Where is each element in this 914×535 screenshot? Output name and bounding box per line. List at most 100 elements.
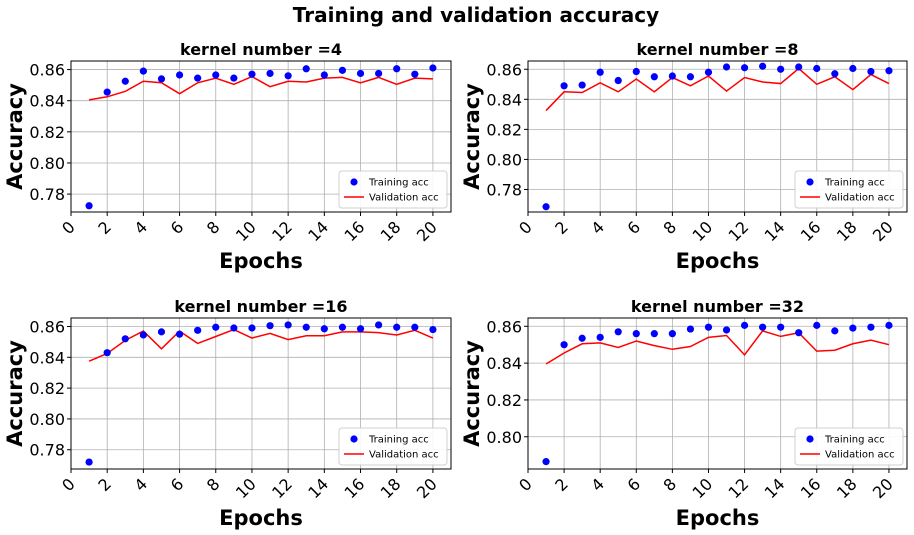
training-acc-point <box>596 333 604 341</box>
validation-acc-line <box>545 67 890 112</box>
x-tick-label: 8 <box>203 474 224 495</box>
subplot-1: 0 2 4 6 8 10 12 14 16 18 20 0.78 0.80 0.82 0.84 0.86 ker… <box>3 40 452 273</box>
training-acc-point <box>338 66 347 74</box>
training-acc-point <box>302 323 310 331</box>
y-tick-label: 0.86 <box>29 317 65 336</box>
x-tick-label: 0 <box>515 217 536 238</box>
subplot-title: kernel number =16 <box>174 297 347 316</box>
training-acc-point <box>831 327 839 335</box>
legend-training-label: Training acc <box>824 435 885 446</box>
x-tick-label: 4 <box>131 474 152 495</box>
training-acc-point <box>740 321 749 329</box>
x-tick-label: 14 <box>761 474 789 502</box>
subplot-title: kernel number =32 <box>631 297 804 316</box>
y-axis-label: Accuracy <box>3 83 27 190</box>
plot-frame <box>70 317 452 470</box>
x-tick-label: 12 <box>725 217 753 245</box>
x-axis-label: Epochs <box>676 249 760 273</box>
x-tick-label: 20 <box>413 474 441 502</box>
x-tick-label: 14 <box>761 217 789 245</box>
x-tick-label: 12 <box>725 474 753 502</box>
training-acc-point <box>302 65 310 73</box>
y-tick-label: 0.84 <box>29 348 65 367</box>
y-tick-label: 0.80 <box>486 150 522 169</box>
training-acc-point <box>578 334 586 342</box>
subplot-4: 0 2 4 6 8 10 12 14 16 18 20 0.80 0.82 0.84 0.86 kernel … <box>460 297 908 530</box>
subplot-3: 0 2 4 6 8 10 12 14 16 18 20 0.78 0.80 0.82 0.84 0.86 ker… <box>3 297 452 530</box>
x-tick-label: 16 <box>797 474 825 502</box>
x-tick-label: 14 <box>304 474 332 502</box>
training-acc-point <box>429 64 437 72</box>
training-acc-point <box>284 72 292 80</box>
x-axis-label: Epochs <box>219 506 303 530</box>
training-acc-point <box>175 71 184 79</box>
training-acc-point <box>686 325 695 333</box>
training-acc-point <box>704 323 713 331</box>
training-acc-point <box>230 74 238 82</box>
x-tick-label: 18 <box>833 474 861 502</box>
training-acc-point <box>212 71 220 79</box>
y-tick-label: 0.84 <box>29 92 65 111</box>
subplot-2: 0 2 4 6 8 10 12 14 16 18 20 0.78 0.80 0.82 0.84 0.86 ker… <box>460 40 908 273</box>
training-acc-point <box>248 70 256 78</box>
legend-training-label: Training acc <box>368 178 429 189</box>
training-acc-point <box>632 67 640 76</box>
y-tick-label: 0.78 <box>29 441 65 460</box>
x-tick-label: 2 <box>551 217 572 238</box>
training-acc-point <box>320 71 328 79</box>
training-acc-point <box>411 70 419 78</box>
x-tick-label: 20 <box>869 217 897 245</box>
x-tick-label: 6 <box>167 217 188 238</box>
y-tick-label: 0.78 <box>29 185 65 204</box>
legend-training-marker <box>806 435 814 443</box>
training-acc-point <box>885 321 893 329</box>
training-acc-point <box>614 76 622 85</box>
y-tick-label: 0.86 <box>29 61 65 80</box>
training-acc-point <box>668 72 676 80</box>
training-acc-point <box>230 324 238 332</box>
y-axis-label: Accuracy <box>460 83 484 190</box>
training-acc-point <box>867 323 875 331</box>
training-acc-point <box>157 328 166 336</box>
training-acc-point <box>284 321 292 329</box>
x-tick-label: 16 <box>797 217 825 245</box>
training-acc-point <box>356 325 365 333</box>
training-acc-point <box>686 73 695 81</box>
x-tick-label: 4 <box>131 217 152 238</box>
x-tick-label: 4 <box>587 474 608 495</box>
training-acc-point <box>542 203 550 211</box>
y-tick-label: 0.84 <box>486 354 522 373</box>
legend-training-marker <box>350 178 358 186</box>
training-acc-point <box>139 67 147 75</box>
training-acc-point <box>650 73 658 81</box>
y-axis-label: Accuracy <box>460 340 484 447</box>
training-acc-point <box>194 74 202 82</box>
x-tick-label: 8 <box>660 217 681 238</box>
training-acc-point <box>632 330 640 338</box>
legend-validation-label: Validation acc <box>825 193 895 204</box>
y-tick-label: 0.86 <box>486 60 522 79</box>
training-acc-point <box>849 64 857 73</box>
x-tick-label: 10 <box>232 474 260 502</box>
legend: Training acc Validation acc <box>794 170 904 209</box>
training-acc-point <box>338 323 347 331</box>
training-acc-point <box>175 330 184 338</box>
legend: Training acc Validation acc <box>338 427 448 466</box>
training-acc-point <box>813 321 821 329</box>
legend-box <box>794 427 904 466</box>
training-acc-point <box>411 323 419 331</box>
legend-training-label: Training acc <box>824 178 885 189</box>
training-acc-point <box>157 75 166 83</box>
y-tick-label: 0.80 <box>29 154 65 173</box>
training-acc-point <box>542 458 550 466</box>
x-tick-label: 20 <box>869 474 897 502</box>
x-tick-label: 18 <box>833 217 861 245</box>
x-tick-label: 12 <box>268 217 296 245</box>
x-tick-label: 2 <box>94 217 115 238</box>
training-acc-point <box>375 69 383 78</box>
x-axis-label: Epochs <box>219 249 303 273</box>
legend-box <box>338 170 448 209</box>
training-acc-point <box>266 69 274 78</box>
legend-validation-label: Validation acc <box>825 450 895 461</box>
